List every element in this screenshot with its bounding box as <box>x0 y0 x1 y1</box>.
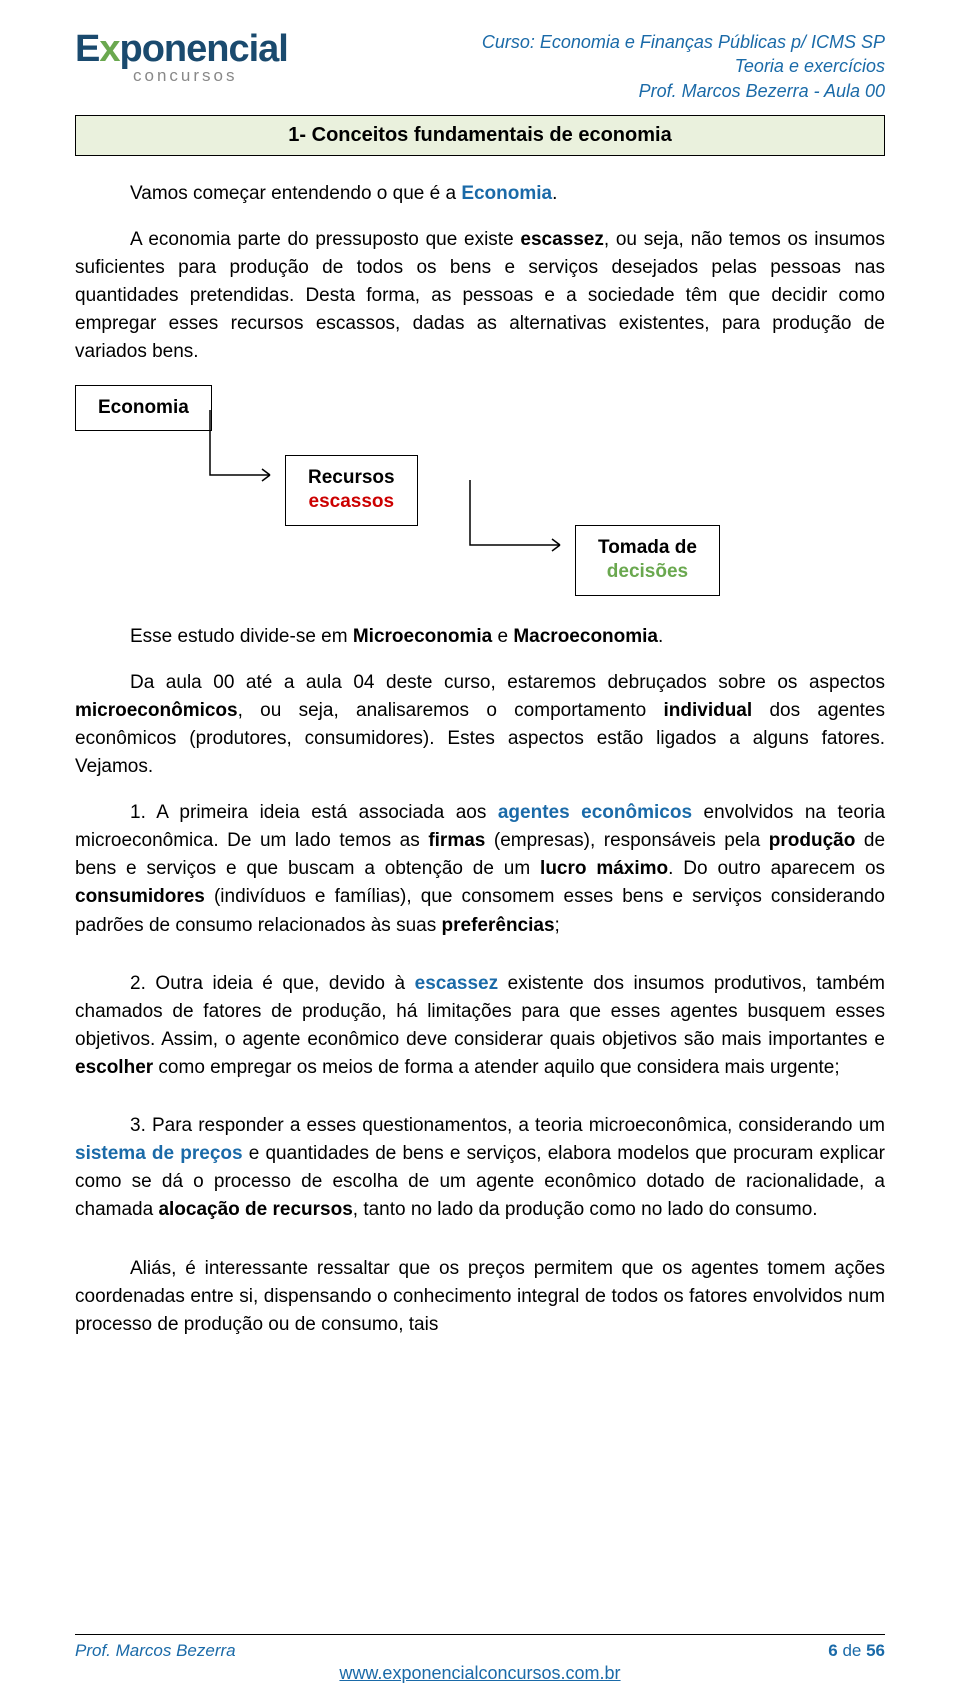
footer-divider <box>75 1634 885 1635</box>
logo-text: Exponencial <box>75 30 288 68</box>
term-micro: Microeconomia <box>353 626 492 647</box>
term-economia: Economia <box>461 183 552 204</box>
footer-author: Prof. Marcos Bezerra <box>75 1641 236 1661</box>
paragraph-intro: Vamos começar entendendo o que é a Econo… <box>75 180 885 208</box>
paragraph-3: Esse estudo divide-se em Microeconomia e… <box>75 623 885 651</box>
term-producao: produção <box>769 830 856 851</box>
term-microeconomicos: microeconômicos <box>75 700 238 721</box>
text: , ou seja, analisaremos o comportamento <box>238 700 664 721</box>
diagram-box-economia: Economia <box>75 385 212 432</box>
footer-url: www.exponencialconcursos.com.br <box>75 1663 885 1684</box>
logo-x: x <box>99 28 119 70</box>
text: A economia parte do pressuposto que exis… <box>130 229 520 250</box>
term-individual: individual <box>663 700 752 721</box>
course-meta: Curso: Economia e Finanças Públicas p/ I… <box>482 30 885 103</box>
text: 1. A primeira ideia está associada aos <box>130 802 498 823</box>
paragraph-5: 1. A primeira ideia está associada aos a… <box>75 799 885 940</box>
term-preferencias: preferências <box>442 915 555 936</box>
footer-link[interactable]: www.exponencialconcursos.com.br <box>339 1663 620 1683</box>
footer-page: 6 de 56 <box>828 1641 885 1661</box>
text: . Do outro aparecem os <box>668 858 885 879</box>
page-current: 6 <box>828 1641 837 1660</box>
course-line-2: Teoria e exercícios <box>482 54 885 78</box>
text: . <box>658 626 663 647</box>
paragraph-7: 3. Para responder a esses questionamento… <box>75 1112 885 1224</box>
diagram-box-tomada: Tomada de decisões <box>575 525 720 596</box>
term-escassez-2: escassez <box>415 973 498 994</box>
text: , tanto no lado da produção como no lado… <box>353 1199 818 1220</box>
text: (empresas), responsáveis pela <box>485 830 768 851</box>
text: como empregar os meios de forma a atende… <box>153 1057 840 1078</box>
text-red: escassos <box>309 491 395 512</box>
text: Esse estudo divide-se em <box>130 626 353 647</box>
logo-prefix: E <box>75 28 99 70</box>
text: Tomada de <box>598 537 697 558</box>
text-green: decisões <box>607 561 688 582</box>
paragraph-8: Aliás, é interessante ressaltar que os p… <box>75 1255 885 1339</box>
paragraph-6: 2. Outra ideia é que, devido à escassez … <box>75 970 885 1082</box>
paragraph-4: Da aula 00 até a aula 04 deste curso, es… <box>75 669 885 781</box>
text: 3. Para responder a esses questionamento… <box>130 1115 885 1136</box>
term-firmas: firmas <box>428 830 485 851</box>
concept-diagram: Economia Recursos escassos Tomada de dec… <box>75 385 885 595</box>
diagram-box-recursos: Recursos escassos <box>285 455 418 526</box>
text: e <box>492 626 513 647</box>
term-escassez: escassez <box>520 229 603 250</box>
footer-row: Prof. Marcos Bezerra 6 de 56 <box>75 1641 885 1661</box>
term-lucro: lucro máximo <box>540 858 668 879</box>
arrow-2-icon <box>465 475 575 565</box>
arrow-1-icon <box>205 405 285 495</box>
text: 2. Outra ideia é que, devido à <box>130 973 415 994</box>
logo: Exponencial concursos <box>75 30 288 86</box>
term-macro: Macroeconomia <box>513 626 658 647</box>
term-sistema-precos: sistema de preços <box>75 1143 243 1164</box>
footer: Prof. Marcos Bezerra 6 de 56 www.exponen… <box>75 1634 885 1684</box>
course-line-3: Prof. Marcos Bezerra - Aula 00 <box>482 79 885 103</box>
text: Da aula 00 até a aula 04 deste curso, es… <box>130 672 885 693</box>
paragraph-2: A economia parte do pressuposto que exis… <box>75 226 885 367</box>
term-agentes: agentes econômicos <box>498 802 692 823</box>
logo-rest: ponencial <box>120 28 288 70</box>
course-line-1: Curso: Economia e Finanças Públicas p/ I… <box>482 30 885 54</box>
text: Recursos <box>308 467 395 488</box>
page-total: 56 <box>866 1641 885 1660</box>
text: Vamos começar entendendo o que é a <box>130 183 461 204</box>
text: de <box>838 1641 866 1660</box>
term-escolher: escolher <box>75 1057 153 1078</box>
section-banner: 1- Conceitos fundamentais de economia <box>75 115 885 156</box>
logo-subtitle: concursos <box>133 66 237 86</box>
body: Vamos começar entendendo o que é a Econo… <box>75 180 885 1339</box>
term-alocacao: alocação de recursos <box>158 1199 352 1220</box>
header: Exponencial concursos Curso: Economia e … <box>75 30 885 103</box>
text: . <box>552 183 557 204</box>
term-consumidores: consumidores <box>75 886 205 907</box>
text: ; <box>555 915 560 936</box>
